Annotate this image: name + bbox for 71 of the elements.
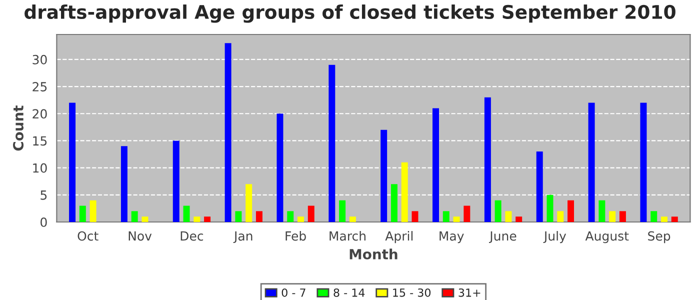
bar: [432, 108, 440, 222]
bar: [650, 211, 658, 222]
bar: [308, 206, 314, 222]
bar: [380, 130, 388, 222]
bar: [640, 102, 647, 222]
bar: [349, 216, 356, 222]
bar: [224, 43, 232, 222]
chart-title: drafts-approval Age groups of closed tickets September 2010: [24, 4, 676, 23]
bar: [339, 200, 346, 222]
bar: [619, 211, 626, 222]
bar: [588, 102, 595, 222]
bar: [69, 102, 76, 222]
y-tick-label: 20: [32, 109, 47, 119]
bar: [568, 200, 574, 222]
bar: [131, 211, 138, 222]
legend-label: 31+: [458, 288, 480, 297]
x-tick-label: Dec: [180, 231, 204, 241]
x-tick-label: August: [585, 231, 629, 244]
y-tick-label: 15: [33, 136, 47, 146]
bar: [79, 206, 86, 222]
bar: [328, 64, 336, 222]
bar: [183, 206, 190, 222]
bar: [142, 216, 148, 222]
bar: [246, 184, 252, 222]
legend-label: 8 - 14: [334, 288, 365, 297]
bar: [516, 216, 522, 222]
x-tick-label: Sep: [648, 231, 670, 244]
y-tick-label: 0: [40, 217, 47, 227]
x-tick-label: July: [543, 231, 566, 244]
bar: [256, 211, 262, 222]
bar: [464, 206, 470, 222]
y-tick-label: 5: [40, 190, 47, 200]
bar: [235, 211, 242, 222]
bar: [412, 211, 418, 222]
bar: [660, 216, 668, 222]
x-tick-label: April: [385, 231, 413, 244]
bar: [598, 200, 606, 222]
x-tick-label: June: [489, 231, 516, 244]
bar: [442, 211, 450, 222]
x-tick-label: Oct: [78, 231, 98, 241]
bar: [90, 200, 96, 222]
bar: [484, 97, 491, 222]
y-tick-label: 10: [33, 163, 47, 173]
bar: [453, 216, 460, 222]
bar: [298, 216, 304, 222]
bar: [276, 114, 284, 222]
bar: [546, 194, 554, 222]
bar: [671, 216, 678, 222]
bar: [557, 211, 564, 222]
y-tick-label: 25: [32, 82, 47, 92]
legend-label: 0 - 7: [282, 288, 306, 297]
bar: [287, 211, 294, 222]
bar: [536, 152, 543, 222]
bar: [204, 216, 211, 222]
bar: [390, 184, 398, 222]
bar: [172, 140, 180, 222]
x-tick-label: Jan: [233, 231, 252, 244]
bar: [494, 200, 502, 222]
y-axis-title: Count: [13, 105, 24, 151]
legend-label: 15 - 30: [393, 288, 431, 297]
x-tick-label: Nov: [128, 231, 152, 241]
x-tick-label: May: [440, 231, 464, 244]
x-tick-label: Feb: [286, 231, 306, 241]
bar: [505, 211, 512, 222]
bar: [120, 146, 128, 222]
bar: [609, 211, 616, 222]
x-tick-label: March: [330, 231, 366, 241]
bar: [401, 162, 408, 222]
x-axis-title: Month: [350, 248, 398, 260]
bar: [194, 216, 200, 222]
y-tick-label: 30: [32, 54, 47, 64]
